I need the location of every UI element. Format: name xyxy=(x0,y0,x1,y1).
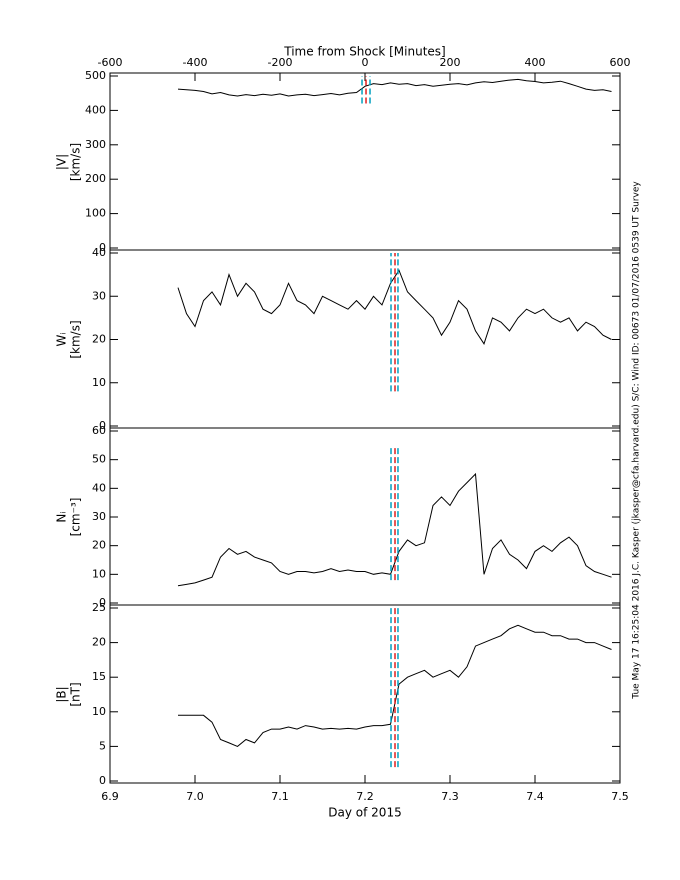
x2-tick-label: -600 xyxy=(98,56,123,69)
y-tick-label: 30 xyxy=(92,289,106,302)
y-tick-label: 60 xyxy=(92,424,106,437)
y-tick-label: 300 xyxy=(85,138,106,151)
side-text: Tue May 17 16:25:04 2016 J.C. Kasper (jk… xyxy=(632,181,642,700)
x2-tick-label: 600 xyxy=(610,56,631,69)
y-tick-label: 20 xyxy=(92,539,106,552)
y-tick-label: 40 xyxy=(92,481,106,494)
x2-tick-label: -200 xyxy=(268,56,293,69)
x-tick-label: 7.1 xyxy=(271,790,289,803)
x2-tick-label: 400 xyxy=(525,56,546,69)
y-tick-label: 5 xyxy=(99,739,106,752)
y-label: |B| xyxy=(55,686,69,702)
y-label: |V| xyxy=(55,154,69,170)
x2-label: Time from Shock [Minutes] xyxy=(283,45,445,59)
data-line xyxy=(177,472,612,587)
y-tick-label: 400 xyxy=(85,103,106,116)
data-line xyxy=(178,624,612,747)
data-line xyxy=(177,269,612,345)
y-tick-label: 0 xyxy=(99,241,106,254)
y-tick-label: 100 xyxy=(85,207,106,220)
y-tick-label: 0 xyxy=(99,774,106,787)
y-tick-label: 25 xyxy=(92,601,106,614)
panel-frame xyxy=(109,427,621,606)
y-tick-label: 50 xyxy=(92,453,106,466)
y-tick-label: 10 xyxy=(92,567,106,580)
y-label-unit: [cm⁻³] xyxy=(69,498,83,537)
y-tick-label: 200 xyxy=(85,172,106,185)
y-tick-label: 20 xyxy=(92,636,106,649)
x2-tick-label: -400 xyxy=(183,56,208,69)
x-tick-label: 7.0 xyxy=(186,790,204,803)
y-tick-label: 10 xyxy=(92,376,106,389)
y-tick-label: 0 xyxy=(99,596,106,609)
y-label-unit: [km/s] xyxy=(69,320,83,358)
x-tick-label: 7.4 xyxy=(526,790,544,803)
y-tick-label: 30 xyxy=(92,510,106,523)
y-label-unit: [km/s] xyxy=(69,143,83,181)
x-tick-label: 6.9 xyxy=(101,790,119,803)
x-tick-label: 7.5 xyxy=(611,790,629,803)
y-label-unit: [nT] xyxy=(69,682,83,706)
x-tick-label: 7.3 xyxy=(441,790,459,803)
x2-tick-label: 200 xyxy=(440,56,461,69)
y-tick-label: 10 xyxy=(92,705,106,718)
panel-frame xyxy=(109,249,621,429)
y-tick-label: 20 xyxy=(92,333,106,346)
y-tick-label: 40 xyxy=(92,246,106,259)
x2-tick-label: 0 xyxy=(362,56,369,69)
y-tick-label: 15 xyxy=(92,670,106,683)
y-tick-label: 500 xyxy=(85,69,106,82)
panel-frame xyxy=(109,72,621,251)
y-label: Wᵢ xyxy=(55,332,69,346)
y-tick-label: 0 xyxy=(99,419,106,432)
y-label: Nᵢ xyxy=(55,511,69,522)
x-tick-label: 7.2 xyxy=(356,790,374,803)
x-label: Day of 2015 xyxy=(328,806,401,820)
data-line xyxy=(177,78,612,97)
